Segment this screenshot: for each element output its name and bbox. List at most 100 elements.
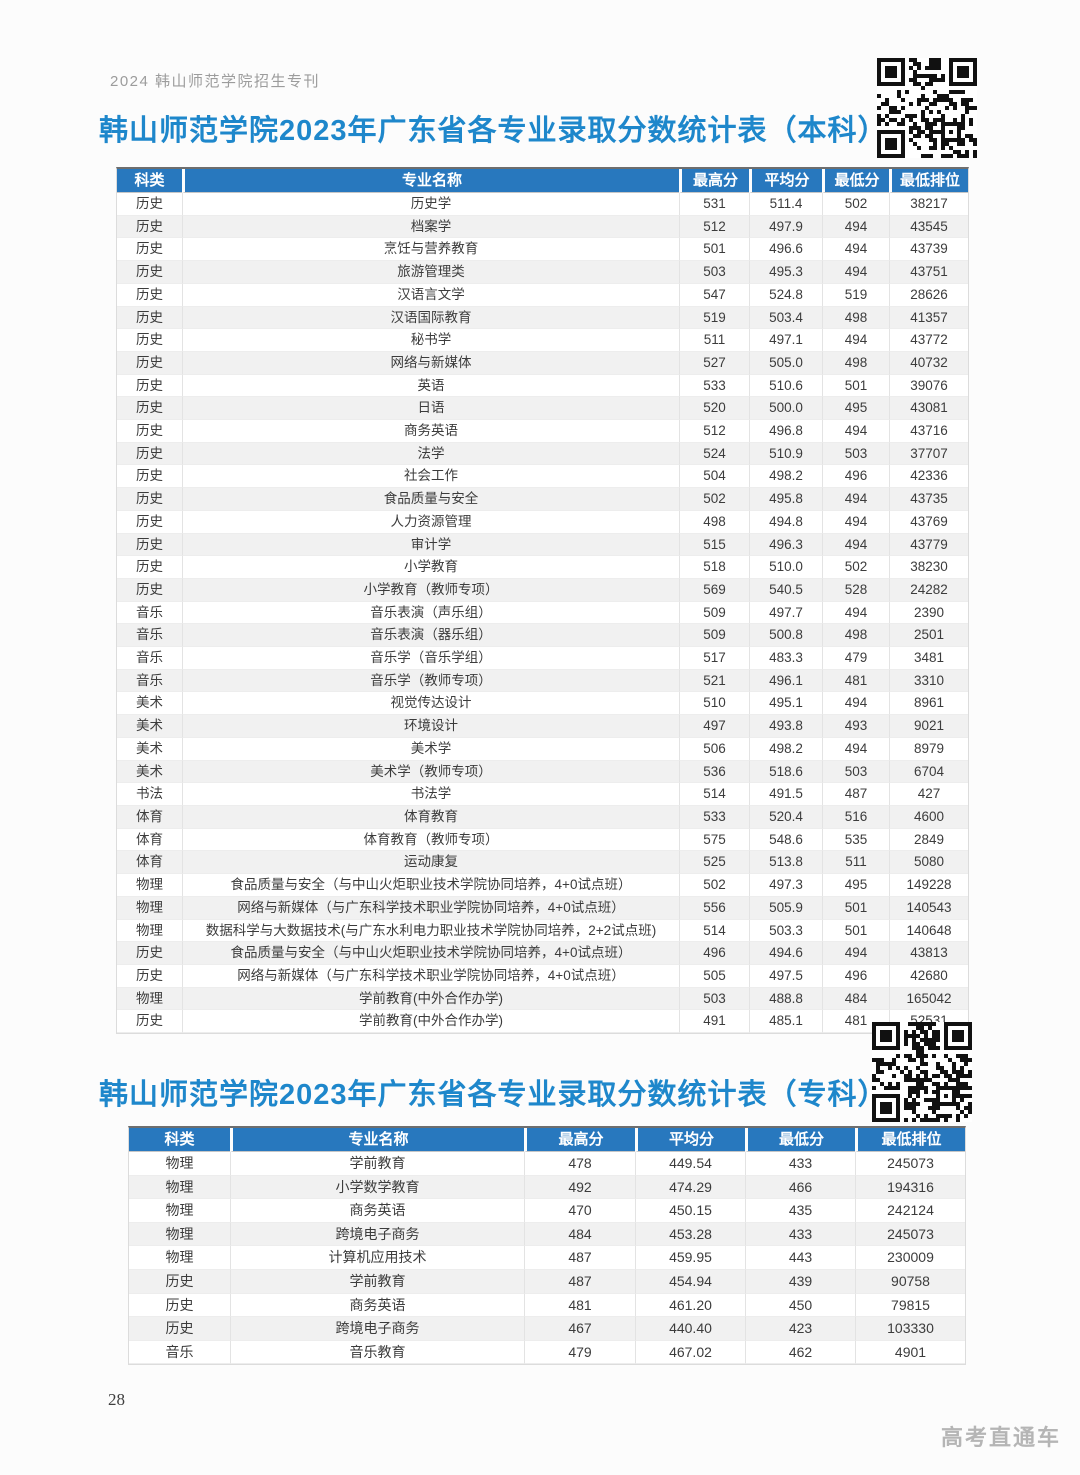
cell-max-score: 531	[679, 193, 749, 216]
cell-major-name: 学前教育(中外合作办学)	[182, 1010, 679, 1034]
cell-max-score: 533	[679, 374, 749, 398]
cell-min-score: 462	[745, 1340, 855, 1365]
table-row: 历史 学前教育 487 454.94 439 90758	[129, 1269, 965, 1294]
cell-min-score: 516	[822, 805, 889, 829]
cell-major-name: 汉语国际教育	[182, 306, 679, 330]
cell-category: 历史	[129, 1294, 230, 1318]
cell-min-rank: 79815	[855, 1293, 965, 1318]
col-header-min-rank: 最低排位	[889, 169, 968, 193]
cell-max-score: 509	[679, 601, 749, 625]
cell-min-rank: 43813	[889, 942, 968, 965]
cell-major-name: 网络与新媒体	[182, 351, 679, 375]
cell-major-name: 小学教育（教师专项）	[182, 578, 679, 602]
cell-max-score: 478	[524, 1152, 635, 1176]
cell-category: 历史	[129, 1317, 230, 1341]
table-row: 历史 网络与新媒体 527 505.0 498 40732	[117, 351, 968, 375]
table-row: 体育 运动康复 525 513.8 511 5080	[117, 851, 968, 875]
cell-category: 音乐	[117, 670, 182, 693]
cell-major-name: 跨境电子商务	[230, 1317, 524, 1341]
cell-major-name: 商务英语	[182, 420, 679, 443]
benke-score-table: 科类 专业名称 最高分 平均分 最低分 最低排位 历史 历史学 531 511.4 50…	[116, 167, 969, 1035]
cell-category: 物理	[129, 1199, 230, 1223]
table-row: 历史 历史学 531 511.4 502 38217	[117, 193, 968, 216]
table-row: 历史 小学教育（教师专项） 569 540.5 528 24282	[117, 578, 968, 602]
cell-max-score: 547	[679, 283, 749, 307]
cell-category: 物理	[117, 874, 182, 897]
table-row: 历史 日语 520 500.0 495 43081	[117, 397, 968, 421]
table-row: 历史 商务英语 512 496.8 494 43716	[117, 420, 968, 443]
cell-category: 历史	[117, 352, 182, 375]
cell-min-score: 494	[822, 692, 889, 716]
cell-min-score: 493	[822, 715, 889, 738]
cell-category: 历史	[117, 465, 182, 489]
cell-avg-score: 548.6	[749, 828, 822, 852]
cell-min-rank: 3481	[889, 647, 968, 670]
cell-min-rank: 427	[889, 783, 968, 806]
table-row: 历史 网络与新媒体（与广东科学技术职业学院协同培养，4+0试点班） 505 497.5…	[117, 964, 968, 988]
cell-avg-score: 496.3	[749, 533, 822, 557]
cell-avg-score: 495.8	[749, 488, 822, 511]
cell-min-score: 494	[822, 329, 889, 352]
cell-category: 物理	[129, 1176, 230, 1200]
cell-major-name: 网络与新媒体（与广东科学技术职业学院协同培养，4+0试点班）	[182, 964, 679, 988]
cell-max-score: 502	[679, 488, 749, 511]
cell-avg-score: 498.2	[749, 465, 822, 489]
col-header-major: 专业名称	[230, 1128, 524, 1152]
cell-max-score: 496	[679, 942, 749, 965]
cell-min-rank: 42680	[889, 964, 968, 988]
cell-min-rank: 4600	[889, 805, 968, 829]
cell-max-score: 520	[679, 397, 749, 421]
cell-avg-score: 498.2	[749, 737, 822, 761]
cell-category: 音乐	[117, 647, 182, 670]
cell-major-name: 体育教育	[182, 805, 679, 829]
cell-category: 历史	[117, 238, 182, 262]
cell-avg-score: 453.28	[635, 1222, 745, 1247]
cell-min-rank: 6704	[889, 760, 968, 784]
cell-major-name: 运动康复	[182, 851, 679, 875]
cell-category: 体育	[117, 851, 182, 875]
cell-min-score: 494	[822, 215, 889, 239]
cell-max-score: 519	[679, 306, 749, 330]
cell-min-score: 423	[745, 1317, 855, 1341]
table-row: 历史 商务英语 481 461.20 450 79815	[129, 1293, 965, 1318]
cell-max-score: 479	[524, 1340, 635, 1365]
table-row: 音乐 音乐表演（声乐组） 509 497.7 494 2390	[117, 601, 968, 625]
table-header-row: 科类 专业名称 最高分 平均分 最低分 最低排位	[117, 169, 968, 193]
table-row: 美术 美术学 506 498.2 494 8979	[117, 737, 968, 761]
cell-min-rank: 4901	[855, 1340, 965, 1365]
cell-major-name: 音乐学（音乐学组）	[182, 647, 679, 670]
cell-min-score: 494	[822, 601, 889, 625]
cell-max-score: 533	[679, 805, 749, 829]
cell-avg-score: 496.6	[749, 238, 822, 262]
cell-major-name: 跨境电子商务	[230, 1222, 524, 1247]
cell-min-rank: 140543	[889, 896, 968, 920]
cell-avg-score: 491.5	[749, 783, 822, 806]
cell-min-rank: 90758	[855, 1269, 965, 1294]
cell-category: 历史	[117, 443, 182, 466]
cell-major-name: 商务英语	[230, 1293, 524, 1318]
table-row: 美术 美术学（教师专项） 536 518.6 503 6704	[117, 760, 968, 784]
table-row: 物理 小学数学教育 492 474.29 466 194316	[129, 1175, 965, 1200]
cell-max-score: 510	[679, 692, 749, 716]
cell-major-name: 人力资源管理	[182, 510, 679, 534]
cell-min-score: 494	[822, 737, 889, 761]
cell-min-rank: 43779	[889, 533, 968, 557]
cell-max-score: 517	[679, 647, 749, 670]
cell-avg-score: 540.5	[749, 578, 822, 602]
col-header-avg-score: 平均分	[749, 169, 822, 193]
cell-major-name: 审计学	[182, 533, 679, 557]
cell-max-score: 491	[679, 1010, 749, 1034]
col-header-max-score: 最高分	[524, 1128, 635, 1152]
cell-min-score: 450	[745, 1293, 855, 1318]
cell-category: 历史	[117, 216, 182, 239]
cell-min-rank: 2501	[889, 624, 968, 648]
cell-min-rank: 28626	[889, 283, 968, 307]
cell-avg-score: 505.9	[749, 896, 822, 920]
table-row: 物理 跨境电子商务 484 453.28 433 245073	[129, 1222, 965, 1247]
cell-major-name: 美术学	[182, 737, 679, 761]
cell-category: 美术	[117, 761, 182, 784]
cell-category: 体育	[117, 806, 182, 829]
cell-category: 美术	[117, 738, 182, 761]
cell-min-rank: 5080	[889, 851, 968, 875]
col-header-avg-score: 平均分	[635, 1128, 745, 1152]
